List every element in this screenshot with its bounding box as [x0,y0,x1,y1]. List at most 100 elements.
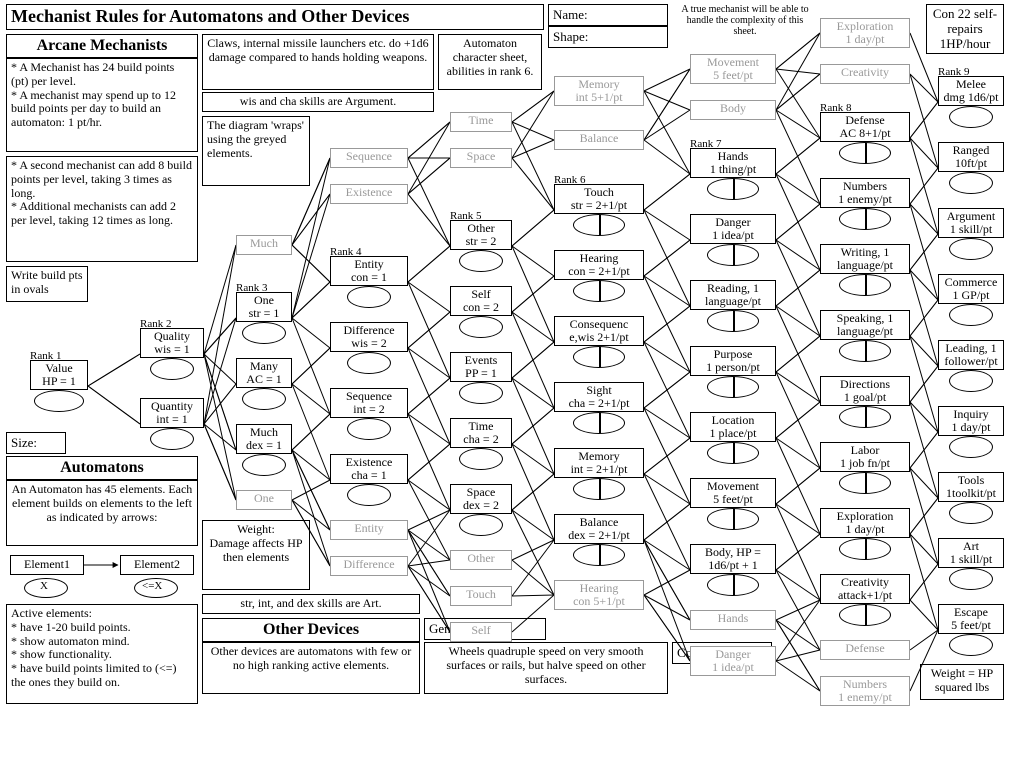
sheet-box: Automaton character sheet, abilities in … [438,34,542,90]
wischa-box: wis and cha skills are Argument. [202,92,434,112]
rules1-box: * A Mechanist has 24 build points (pt) p… [6,58,198,152]
build-point-oval[interactable] [949,238,993,260]
diagram-node: Self [450,622,512,642]
diagram-node: Hands [690,610,776,630]
build-point-oval[interactable] [150,358,194,380]
diagram-node: Movement 5 feet/pt [690,478,776,508]
build-point-oval[interactable] [949,304,993,326]
build-point-oval[interactable] [573,544,625,566]
build-point-oval[interactable] [839,142,891,164]
build-point-oval[interactable] [459,316,503,338]
wraps-box: The diagram 'wraps' using the greyed ele… [202,116,310,186]
diagram-node: Body, HP = 1d6/pt + 1 [690,544,776,574]
diagram-node: Touch [450,586,512,606]
build-point-oval[interactable] [949,436,993,458]
build-point-oval[interactable] [459,448,503,470]
build-point-oval[interactable] [242,388,286,410]
diagram-node: Difference wis = 2 [330,322,408,352]
build-point-oval[interactable] [949,634,993,656]
diagram-node: Argument 1 skill/pt [938,208,1004,238]
diagram-node: Numbers 1 enemy/pt [820,676,910,706]
build-point-oval[interactable] [573,346,625,368]
diagram-node: One [236,490,292,510]
build-point-oval[interactable] [347,286,391,308]
build-point-oval[interactable] [949,568,993,590]
build-point-oval[interactable] [839,208,891,230]
diagram-node: Leading, 1 follower/pt [938,340,1004,370]
diagram-node: Time cha = 2 [450,418,512,448]
build-point-oval[interactable] [707,574,759,596]
build-point-oval[interactable] [34,390,84,412]
diagram-node: Hearing con = 2+1/pt [554,250,644,280]
build-point-oval[interactable] [573,478,625,500]
diagram-node: Entity con = 1 [330,256,408,286]
name-field[interactable]: Name: [548,4,668,26]
diagram-node: Quantity int = 1 [140,398,204,428]
diagram-node: Sequence [330,148,408,168]
diagram-node: Other [450,550,512,570]
build-point-oval[interactable] [839,472,891,494]
build-point-oval[interactable] [573,280,625,302]
con-repair-box: Con 22 self-repairs 1HP/hour [926,4,1004,54]
build-point-oval[interactable] [707,178,759,200]
build-point-oval[interactable] [949,370,993,392]
build-point-oval[interactable] [839,406,891,428]
diagram-node: Speaking, 1 language/pt [820,310,910,340]
diagram-node: Defense AC 8+1/pt [820,112,910,142]
diagram-node: Exploration 1 day/pt [820,508,910,538]
diagram-node: Danger 1 idea/pt [690,214,776,244]
build-point-oval[interactable] [242,322,286,344]
build-point-oval[interactable] [839,340,891,362]
build-point-oval[interactable] [459,382,503,404]
diagram-node: Memory int = 2+1/pt [554,448,644,478]
diagram-node: Existence [330,184,408,204]
build-point-oval[interactable] [707,244,759,266]
diagram-node: Value HP = 1 [30,360,88,390]
arcane-heading: Arcane Mechanists [6,34,198,58]
build-point-oval[interactable] [707,508,759,530]
build-point-oval[interactable] [839,604,891,626]
build-point-oval[interactable] [242,454,286,476]
build-point-oval[interactable] [949,172,993,194]
tiny-note: A true mechanist will be able to handle … [680,4,810,37]
claws-box: Claws, internal missile launchers etc. d… [202,34,434,90]
build-point-oval[interactable] [949,502,993,524]
build-point-oval[interactable] [347,352,391,374]
diagram-node: Many AC = 1 [236,358,292,388]
diagram-node: One str = 1 [236,292,292,322]
diagram-node: Much [236,235,292,255]
other-heading: Other Devices [202,618,420,642]
build-point-oval[interactable] [347,418,391,440]
diagram-node: Hearing con 5+1/pt [554,580,644,610]
build-point-oval[interactable] [707,310,759,332]
diagram-node: Balance dex = 2+1/pt [554,514,644,544]
build-point-oval[interactable] [839,274,891,296]
diagram-node: Space [450,148,512,168]
build-point-oval[interactable] [707,442,759,464]
diagram-node: Quality wis = 1 [140,328,204,358]
build-point-oval[interactable] [707,376,759,398]
build-point-oval[interactable] [459,250,503,272]
diagram-node: Inquiry 1 day/pt [938,406,1004,436]
weight-box: Weight: Damage affects HP then elements [202,520,310,590]
diagram-node: Exploration 1 day/pt [820,18,910,48]
build-point-oval[interactable] [150,428,194,450]
size-field[interactable]: Size: [6,432,66,454]
build-point-oval[interactable] [459,514,503,536]
diagram-node: Time [450,112,512,132]
build-point-oval[interactable] [573,412,625,434]
diagram-node: Writing, 1 language/pt [820,244,910,274]
diagram-node: Creativity attack+1/pt [820,574,910,604]
shape-field[interactable]: Shape: [548,26,668,48]
build-point-oval[interactable] [839,538,891,560]
build-point-oval[interactable] [573,214,625,236]
diagram-node: Events PP = 1 [450,352,512,382]
diagram-node: Consequenc e,wis 2+1/pt [554,316,644,346]
diagram-node: Difference [330,556,408,576]
diagram-node: Movement 5 feet/pt [690,54,776,84]
build-point-oval[interactable] [949,106,993,128]
diagram-node: Labor 1 job fn/pt [820,442,910,472]
diagram-node: Directions 1 goal/pt [820,376,910,406]
diagram-node: Balance [554,130,644,150]
build-point-oval[interactable] [347,484,391,506]
